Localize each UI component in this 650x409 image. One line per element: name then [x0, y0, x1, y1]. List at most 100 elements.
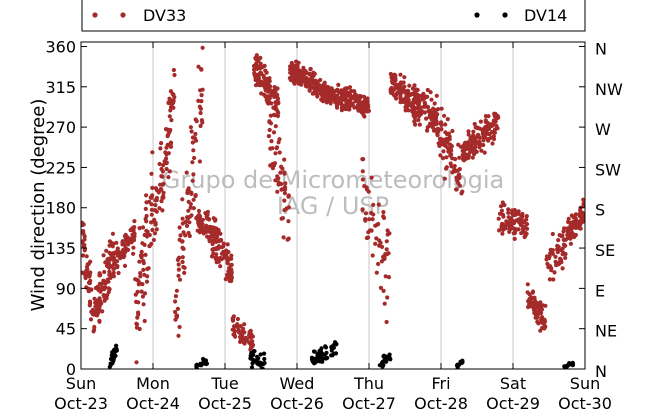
data-point-dv33 — [436, 107, 441, 112]
data-point-dv33 — [278, 170, 283, 175]
data-point-dv33 — [495, 126, 500, 131]
data-point-dv33 — [457, 167, 462, 172]
data-point-dv33 — [132, 219, 137, 224]
data-point-dv33 — [443, 130, 448, 135]
watermark-line-1: Grupo de Micrometeorologia — [162, 166, 504, 194]
data-point-dv14 — [258, 352, 263, 357]
data-point-dv33 — [168, 108, 173, 113]
data-point-dv33 — [550, 248, 556, 253]
data-point-dv33 — [477, 139, 482, 144]
data-point-dv33 — [412, 119, 417, 124]
y2-tick-label: SE — [595, 241, 615, 260]
data-point-dv33 — [150, 185, 155, 190]
data-point-dv33 — [163, 127, 169, 132]
data-point-dv33 — [472, 121, 477, 127]
data-point-dv33 — [142, 318, 147, 324]
data-point-dv33 — [168, 89, 173, 94]
data-point-dv33 — [103, 285, 108, 290]
data-point-dv33 — [282, 157, 287, 162]
data-point-dv33 — [199, 93, 204, 98]
data-point-dv33 — [214, 247, 219, 252]
x-tick-label-date: Oct-23 — [54, 394, 108, 409]
data-point-dv33 — [270, 146, 275, 151]
x-tick-label-day: Sun — [570, 374, 600, 393]
data-point-dv33 — [227, 278, 232, 283]
data-point-dv33 — [134, 325, 139, 330]
data-point-dv33 — [271, 88, 276, 94]
data-point-dv33 — [227, 266, 232, 271]
data-point-dv33 — [83, 273, 88, 278]
data-point-dv33 — [158, 146, 163, 151]
y2-tick-label: S — [595, 201, 605, 220]
data-point-dv33 — [381, 214, 386, 219]
data-point-dv33 — [156, 190, 161, 195]
data-point-dv33 — [363, 218, 368, 223]
data-point-dv33 — [516, 209, 521, 214]
data-point-dv33 — [456, 142, 461, 147]
data-point-dv33 — [534, 305, 539, 310]
data-point-dv33 — [157, 206, 162, 211]
data-point-dv33 — [210, 241, 215, 247]
data-point-dv33 — [444, 165, 449, 170]
data-point-dv33 — [225, 272, 230, 277]
data-point-dv14 — [194, 363, 199, 368]
data-point-dv33 — [190, 160, 195, 165]
data-point-dv33 — [317, 86, 322, 91]
data-point-dv33 — [438, 153, 443, 158]
data-point-dv33 — [490, 123, 495, 128]
data-point-dv33 — [557, 233, 562, 238]
data-point-dv33 — [268, 163, 273, 168]
data-point-dv33 — [362, 114, 367, 119]
data-point-dv33 — [186, 208, 191, 213]
data-point-dv14 — [250, 361, 255, 366]
data-point-dv33 — [215, 231, 220, 237]
data-point-dv33 — [200, 45, 205, 50]
data-point-dv33 — [553, 254, 558, 259]
data-point-dv14 — [334, 341, 339, 347]
data-point-dv33 — [578, 212, 583, 217]
data-point-dv33 — [265, 100, 270, 105]
data-point-dv33 — [258, 61, 263, 66]
data-point-dv33 — [93, 310, 98, 315]
data-point-dv33 — [296, 75, 302, 80]
y-tick-label: 315 — [45, 78, 76, 97]
data-point-dv33 — [272, 85, 277, 90]
data-point-dv33 — [294, 59, 299, 64]
data-point-dv33 — [185, 216, 190, 221]
data-point-dv33 — [97, 306, 102, 312]
data-point-dv33 — [280, 166, 285, 171]
data-point-dv33 — [389, 90, 394, 95]
y2-tick-label: NW — [595, 80, 623, 99]
data-point-dv33 — [106, 256, 111, 261]
data-point-dv33 — [385, 232, 390, 237]
data-point-dv33 — [153, 222, 158, 227]
data-point-dv33 — [301, 65, 306, 70]
data-point-dv33 — [320, 99, 326, 104]
data-point-dv33 — [141, 302, 146, 307]
data-point-dv33 — [142, 242, 147, 247]
data-point-dv14 — [309, 355, 315, 360]
data-point-dv33 — [370, 217, 375, 222]
data-point-dv33 — [269, 139, 274, 144]
data-point-dv33 — [111, 257, 116, 262]
data-point-dv33 — [82, 243, 87, 248]
data-point-dv33 — [165, 134, 170, 139]
data-point-dv33 — [198, 88, 203, 93]
data-point-dv33 — [517, 220, 522, 225]
data-point-dv33 — [105, 277, 110, 282]
data-point-dv33 — [286, 219, 291, 224]
legend-marker-dv14-a — [474, 12, 480, 18]
data-point-dv33 — [87, 273, 92, 278]
data-point-dv33 — [86, 286, 91, 292]
data-point-dv33 — [110, 231, 115, 236]
data-point-dv33 — [282, 171, 287, 176]
data-point-dv33 — [106, 286, 111, 291]
data-point-dv33 — [491, 134, 496, 139]
data-point-dv14 — [459, 360, 464, 365]
data-point-dv33 — [410, 86, 415, 91]
data-point-dv33 — [221, 249, 226, 255]
data-point-dv33 — [386, 275, 391, 280]
data-point-dv33 — [407, 83, 412, 88]
data-point-dv33 — [555, 250, 560, 255]
